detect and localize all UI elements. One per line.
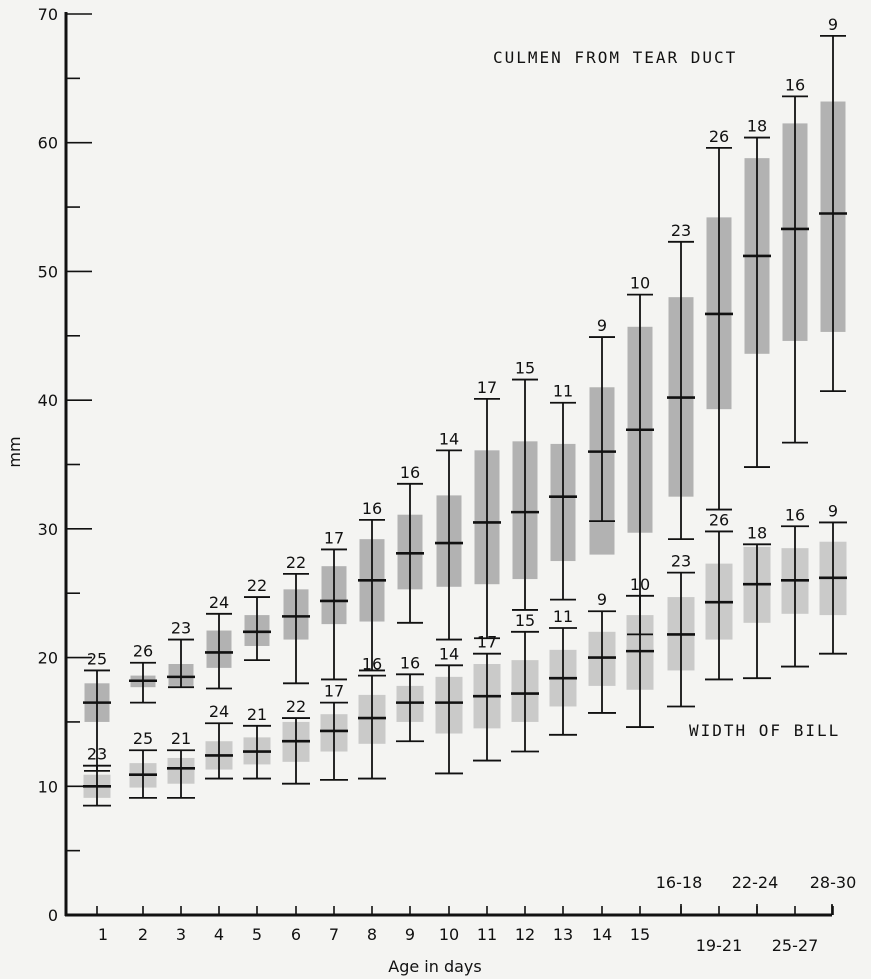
sample-size-label: 23: [171, 619, 191, 638]
x-tick-label: 4: [214, 925, 224, 944]
x-tick-label: 9: [405, 925, 415, 944]
x-tick-label: 1: [98, 925, 108, 944]
y-tick-label: 20: [38, 649, 58, 668]
sample-size-label: 14: [439, 644, 459, 663]
sample-size-label: 23: [671, 221, 691, 240]
sample-size-label: 22: [286, 697, 306, 716]
x-tick-label: 16-18: [656, 873, 703, 892]
sample-size-label: 23: [671, 552, 691, 571]
range-bar-layer: [83, 34, 847, 807]
sd-box-layer: [83, 101, 847, 798]
y-tick-label: 0: [48, 906, 58, 925]
x-tick-label: 5: [252, 925, 262, 944]
x-tick-label: 11: [477, 925, 497, 944]
sample-size-label: 10: [630, 575, 650, 594]
sample-size-label: 9: [828, 15, 838, 34]
y-axis-label: mm: [5, 436, 24, 467]
x-tick-label: 7: [329, 925, 339, 944]
x-tick-label: 13: [553, 925, 573, 944]
sample-size-label: 26: [709, 127, 729, 146]
sample-size-label: 24: [209, 593, 229, 612]
sample-size-label: 25: [133, 729, 153, 748]
sample-size-label: 11: [553, 382, 573, 401]
sample-size-label: 16: [785, 75, 805, 94]
x-tick-label: 3: [176, 925, 186, 944]
sample-size-label: 15: [515, 611, 535, 630]
y-tick-label: 50: [38, 262, 58, 281]
x-tick-label: 22-24: [732, 873, 779, 892]
series-label-width: WIDTH OF BILL: [689, 721, 840, 740]
sample-size-label: 22: [247, 576, 267, 595]
sample-size-label: 17: [324, 528, 344, 547]
sample-size-label: 21: [171, 729, 191, 748]
sample-size-label: 23: [87, 745, 107, 764]
y-tick-label: 30: [38, 520, 58, 539]
sample-size-label: 24: [209, 702, 229, 721]
sample-size-label: 11: [553, 607, 573, 626]
sample-size-label: 18: [747, 117, 767, 136]
x-tick-label: 25-27: [772, 936, 819, 955]
y-tick-label: 40: [38, 391, 58, 410]
sample-size-label: 14: [439, 429, 459, 448]
y-tick-label: 60: [38, 134, 58, 153]
sample-size-label: 26: [709, 510, 729, 529]
x-tick-label: 14: [592, 925, 612, 944]
x-tick-label: 2: [138, 925, 148, 944]
sample-size-label: 22: [286, 553, 306, 572]
sample-size-label: 16: [400, 463, 420, 482]
sample-size-label: 9: [597, 590, 607, 609]
sample-size-label: 15: [515, 359, 535, 378]
sample-size-label: 17: [477, 633, 497, 652]
sample-size-label: 16: [400, 653, 420, 672]
x-tick-label: 8: [367, 925, 377, 944]
axes-layer: [64, 12, 834, 917]
sample-size-label: 16: [362, 655, 382, 674]
sample-size-label: 10: [630, 274, 650, 293]
x-tick-label: 28-30: [810, 873, 857, 892]
y-tick-label: 70: [38, 5, 58, 24]
sample-size-label: 25: [87, 649, 107, 668]
sample-size-label: 16: [362, 499, 382, 518]
sample-size-label: 17: [324, 682, 344, 701]
sample-size-label: 9: [597, 316, 607, 335]
x-tick-label: 10: [439, 925, 459, 944]
sample-size-label: 17: [477, 378, 497, 397]
sample-size-label: 21: [247, 705, 267, 724]
x-axis-label: Age in days: [388, 957, 481, 976]
x-tick-label: 12: [515, 925, 535, 944]
series-label-culmen: CULMEN FROM TEAR DUCT: [493, 48, 737, 67]
y-tick-label: 10: [38, 777, 58, 796]
x-tick-label: 6: [291, 925, 301, 944]
x-tick-label: 19-21: [696, 936, 743, 955]
sample-size-label: 16: [785, 505, 805, 524]
sample-size-label: 18: [747, 523, 767, 542]
x-tick-label: 15: [630, 925, 650, 944]
sample-size-label: 26: [133, 642, 153, 661]
sample-size-label: 9: [828, 501, 838, 520]
